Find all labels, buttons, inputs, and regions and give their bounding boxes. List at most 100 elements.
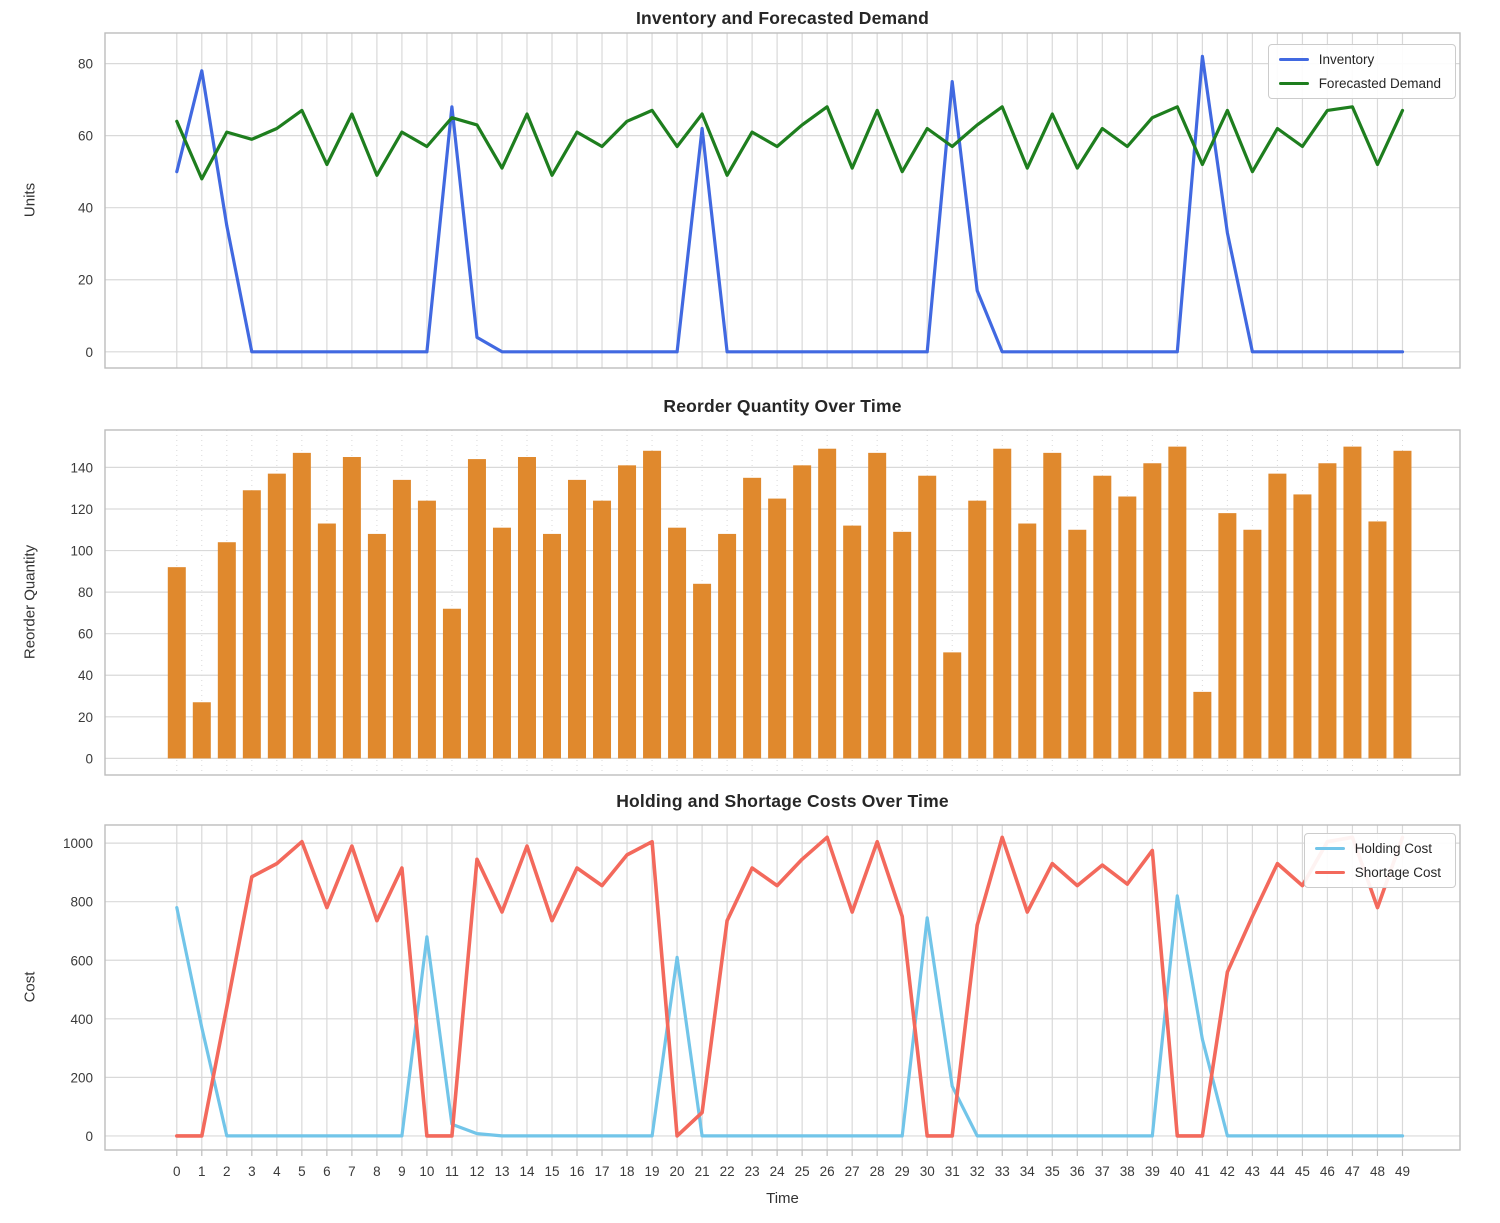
chart2-y-axis-label: Reorder Quantity bbox=[21, 544, 39, 660]
reorder-quantity-bar bbox=[718, 533, 737, 759]
x-tick-label: 42 bbox=[1220, 1164, 1235, 1179]
x-tick-label: 47 bbox=[1345, 1164, 1360, 1179]
reorder-quantity-bar bbox=[1293, 494, 1312, 759]
x-tick-label: 24 bbox=[770, 1164, 786, 1179]
x-tick-label: 32 bbox=[970, 1164, 985, 1179]
reorder-quantity-bar bbox=[568, 479, 587, 759]
x-tick-label: 14 bbox=[519, 1164, 535, 1179]
chart3-legend: Holding Cost Shortage Cost bbox=[1303, 833, 1456, 888]
x-tick-label: 34 bbox=[1020, 1164, 1036, 1179]
y-tick-label: 0 bbox=[85, 345, 93, 360]
reorder-quantity-bar bbox=[668, 527, 687, 759]
x-tick-label: 26 bbox=[820, 1164, 835, 1179]
x-tick-label: 40 bbox=[1170, 1164, 1185, 1179]
x-tick-label: 35 bbox=[1045, 1164, 1060, 1179]
plot-border bbox=[104, 824, 1461, 1151]
reorder-quantity-bar bbox=[392, 479, 411, 759]
x-tick-label: 29 bbox=[895, 1164, 910, 1179]
reorder-quantity-bar bbox=[843, 525, 862, 759]
reorder-quantity-bar bbox=[1168, 446, 1187, 759]
reorder-quantity-bar bbox=[1043, 452, 1062, 759]
x-tick-label: 15 bbox=[544, 1164, 559, 1179]
x-tick-label: 28 bbox=[870, 1164, 885, 1179]
reorder-quantity-bar bbox=[943, 652, 962, 759]
reorder-quantity-bar bbox=[1218, 513, 1237, 759]
x-tick-label: 23 bbox=[745, 1164, 760, 1179]
x-tick-label: 38 bbox=[1120, 1164, 1135, 1179]
y-tick-label: 40 bbox=[78, 668, 93, 683]
reorder-quantity-bar bbox=[918, 475, 937, 759]
chart2-title: Reorder Quantity Over Time bbox=[663, 396, 902, 416]
x-tick-label: 48 bbox=[1370, 1164, 1385, 1179]
reorder-quantity-bar bbox=[1368, 521, 1387, 759]
x-tick-label: 19 bbox=[645, 1164, 660, 1179]
reorder-quantity-bar bbox=[267, 473, 286, 759]
y-tick-label: 60 bbox=[78, 627, 93, 642]
reorder-quantity-bar bbox=[517, 457, 536, 759]
chart1-legend: Inventory Forecasted Demand bbox=[1267, 44, 1456, 99]
reorder-quantity-bar bbox=[743, 477, 762, 759]
reorder-quantity-bar bbox=[242, 490, 261, 759]
plot-border bbox=[104, 32, 1461, 369]
inventory-line-swatch bbox=[1278, 57, 1309, 62]
y-tick-label: 400 bbox=[70, 1012, 93, 1027]
x-tick-label: 22 bbox=[720, 1164, 735, 1179]
reorder-quantity-bar bbox=[818, 448, 837, 759]
x-tick-label: 31 bbox=[945, 1164, 960, 1179]
holding-cost-line bbox=[175, 894, 1405, 1138]
y-tick-label: 80 bbox=[78, 57, 93, 72]
reorder-quantity-bar bbox=[1268, 473, 1287, 759]
reorder-quantity-bar bbox=[1243, 529, 1262, 759]
y-tick-label: 1000 bbox=[63, 836, 93, 851]
chart3-y-axis-label: Cost bbox=[21, 971, 39, 1003]
reorder-quantity-bar bbox=[993, 448, 1012, 759]
holding-cost-line-swatch bbox=[1314, 846, 1345, 851]
reorder-quantity-bar bbox=[1068, 529, 1087, 759]
shortage-cost-line-swatch bbox=[1314, 870, 1345, 875]
reorder-quantity-bar bbox=[1118, 496, 1137, 759]
forecasted-demand-line bbox=[175, 105, 1405, 181]
reorder-quantity-bar bbox=[317, 523, 336, 759]
x-tick-label: 11 bbox=[445, 1164, 459, 1179]
chart1-y-axis-label: Units bbox=[21, 182, 39, 218]
x-tick-label: 7 bbox=[348, 1164, 356, 1179]
reorder-quantity-bar bbox=[1018, 523, 1037, 759]
y-tick-label: 40 bbox=[78, 201, 93, 216]
x-tick-label: 10 bbox=[419, 1164, 434, 1179]
legend-item-holding-cost: Holding Cost bbox=[1314, 841, 1441, 856]
reorder-quantity-bar bbox=[618, 465, 637, 759]
x-tick-label: 46 bbox=[1320, 1164, 1335, 1179]
inventory-legend-label: Inventory bbox=[1318, 52, 1375, 67]
forecasted-demand-legend-label: Forecasted Demand bbox=[1318, 76, 1441, 91]
reorder-quantity-bar bbox=[542, 533, 561, 759]
y-tick-label: 100 bbox=[70, 544, 93, 559]
x-tick-label: 25 bbox=[795, 1164, 810, 1179]
x-tick-label: 5 bbox=[298, 1164, 306, 1179]
y-tick-label: 0 bbox=[85, 751, 93, 766]
x-tick-label: 17 bbox=[595, 1164, 610, 1179]
shortage-cost-line bbox=[175, 835, 1405, 1138]
y-tick-label: 600 bbox=[70, 953, 93, 968]
x-tick-label: 2 bbox=[223, 1164, 231, 1179]
x-tick-label: 20 bbox=[670, 1164, 685, 1179]
y-tick-label: 80 bbox=[78, 585, 93, 600]
x-tick-label: 18 bbox=[620, 1164, 635, 1179]
reorder-quantity-bar bbox=[868, 452, 887, 759]
reorder-quantity-bar bbox=[893, 531, 912, 759]
y-tick-label: 0 bbox=[85, 1129, 93, 1144]
reorder-quantity-bar bbox=[1393, 450, 1412, 759]
reorder-quantity-bar bbox=[768, 498, 787, 759]
y-tick-label: 20 bbox=[78, 273, 93, 288]
legend-item-forecasted-demand: Forecasted Demand bbox=[1278, 76, 1441, 91]
legend-item-inventory: Inventory bbox=[1278, 52, 1441, 67]
legend-item-shortage-cost: Shortage Cost bbox=[1314, 865, 1441, 880]
chart1-title: Inventory and Forecasted Demand bbox=[635, 8, 930, 28]
holding-cost-legend-label: Holding Cost bbox=[1354, 841, 1432, 856]
reorder-quantity-bar bbox=[467, 459, 486, 759]
reorder-quantity-bar bbox=[292, 452, 311, 759]
x-tick-label: 27 bbox=[845, 1164, 860, 1179]
x-tick-label: 33 bbox=[995, 1164, 1010, 1179]
chart3-title: Holding and Shortage Costs Over Time bbox=[616, 791, 949, 811]
y-tick-label: 140 bbox=[70, 460, 93, 475]
